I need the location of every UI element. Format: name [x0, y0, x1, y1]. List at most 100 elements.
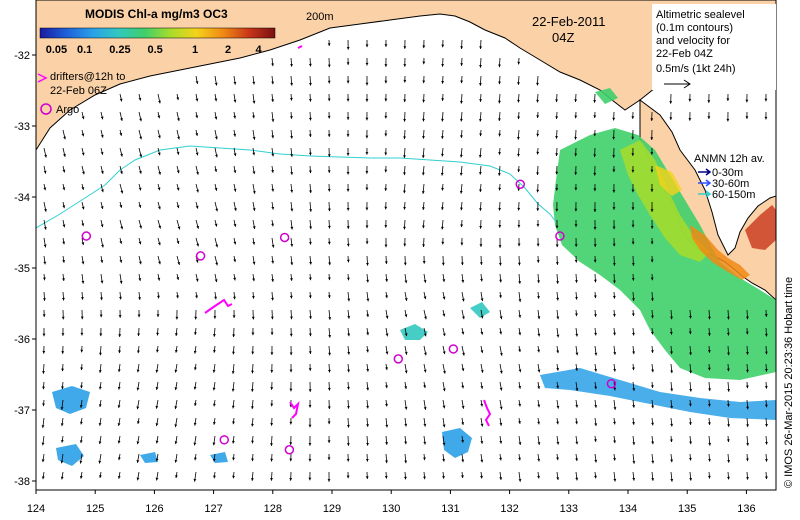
velocity-arrowhead [517, 169, 521, 173]
velocity-arrowhead [327, 406, 331, 410]
velocity-arrowhead [136, 477, 140, 481]
velocity-arrowhead [460, 80, 464, 84]
velocity-arrowhead [290, 172, 294, 175]
velocity-arrowhead [556, 441, 560, 445]
velocity-arrowhead [403, 476, 407, 480]
velocity-arrowhead [574, 244, 578, 247]
chl-patch-center-2 [470, 302, 490, 318]
velocity-arrowhead [478, 171, 482, 175]
velocity-arrowhead [441, 118, 444, 122]
velocity-arrowhead [119, 280, 123, 284]
velocity-arrowhead [365, 135, 369, 139]
velocity-arrowhead [212, 369, 216, 373]
velocity-arrowhead [764, 404, 768, 408]
velocity-arrowhead [423, 296, 427, 300]
velocity-arrowhead [99, 333, 103, 337]
drifter-track [204, 298, 233, 314]
drifter-tracks [204, 45, 492, 427]
velocity-arrowhead [251, 406, 254, 409]
velocity-arrowhead [43, 187, 47, 191]
velocity-arrowhead [593, 209, 597, 212]
velocity-arrowhead [194, 403, 197, 406]
velocity-arrowhead [726, 439, 730, 443]
velocity-arrowhead [746, 406, 749, 410]
velocity-arrowhead [157, 135, 161, 139]
velocity-arrowhead [346, 277, 350, 281]
velocity-arrowhead [765, 441, 768, 445]
velocity-arrowhead [271, 63, 275, 67]
velocity-arrowhead [499, 279, 503, 283]
velocity-arrowhead [214, 136, 218, 140]
velocity-arrowhead [422, 136, 425, 139]
velocity-arrowhead [404, 460, 408, 464]
velocity-arrowhead [727, 476, 730, 480]
velocity-arrowhead [536, 260, 540, 263]
chl-patch-coastal-high [690, 225, 750, 280]
velocity-arrowhead [309, 209, 313, 212]
velocity-arrowhead [81, 133, 85, 137]
velocity-arrowhead [174, 424, 178, 428]
velocity-arrowhead [98, 386, 102, 390]
velocity-arrowhead [365, 152, 369, 155]
velocity-arrowhead [176, 240, 180, 244]
velocity-arrowhead [233, 81, 237, 85]
altimetry-line1: Altimetric sealevel [656, 9, 745, 21]
velocity-arrowhead [422, 457, 426, 461]
velocity-arrowhead [518, 299, 522, 302]
velocity-arrowhead [499, 422, 503, 426]
velocity-arrowhead [136, 441, 140, 445]
velocity-arrowhead [308, 241, 312, 245]
velocity-arrowhead [120, 118, 123, 121]
velocity-arrowhead [366, 368, 370, 372]
velocity-arrowhead [556, 334, 560, 338]
velocity-arrowhead [556, 316, 560, 320]
velocity-arrowhead [42, 350, 46, 354]
velocity-arrowhead [308, 277, 312, 281]
y-tick-label: -32 [14, 50, 30, 62]
velocity-arrowhead [499, 406, 503, 410]
velocity-arrowhead [650, 189, 654, 192]
velocity-arrowhead [79, 460, 83, 464]
velocity-arrowhead [80, 385, 83, 389]
velocity-arrowhead [479, 82, 482, 86]
velocity-arrowhead [99, 475, 102, 478]
velocity-arrowhead [498, 81, 502, 85]
velocity-arrowhead [195, 152, 199, 156]
velocity-arrowhead [347, 369, 350, 373]
velocity-arrowhead [346, 189, 350, 192]
x-tick-label: 127 [204, 503, 222, 515]
velocity-arrowhead [215, 208, 219, 212]
velocity-arrowhead [404, 406, 408, 410]
velocity-arrowhead [650, 209, 654, 212]
velocity-arrowhead [441, 207, 444, 210]
velocity-arrowhead [707, 333, 711, 336]
velocity-arrowhead [689, 352, 692, 356]
velocity-arrowhead [536, 82, 539, 86]
velocity-arrowhead [480, 403, 484, 407]
velocity-arrowhead [176, 151, 180, 155]
velocity-arrowhead [536, 243, 540, 247]
velocity-arrowhead [631, 136, 635, 140]
velocity-arrowhead [498, 207, 502, 211]
velocity-arrowhead [42, 403, 46, 407]
velocity-arrowhead [100, 297, 103, 301]
velocity-arrowhead [366, 405, 370, 409]
velocity-arrowhead [138, 297, 141, 300]
velocity-arrowhead [593, 133, 597, 137]
velocity-arrowhead [745, 385, 749, 389]
velocity-arrowhead [479, 244, 483, 247]
velocity-arrowhead [233, 99, 237, 103]
velocity-arrowhead [328, 317, 332, 320]
velocity-arrowhead [346, 47, 350, 50]
velocity-arrowhead [575, 352, 579, 356]
velocity-arrowhead [479, 208, 482, 211]
velocity-arrowhead [461, 459, 465, 463]
velocity-arrowhead [632, 351, 636, 355]
velocity-arrowhead [327, 134, 331, 137]
velocity-arrowhead [99, 352, 102, 356]
chl-patch-gulf-yellow [655, 165, 682, 196]
velocity-arrowhead [176, 205, 180, 209]
velocity-arrowhead [195, 133, 199, 136]
velocity-arrowhead [308, 117, 312, 121]
